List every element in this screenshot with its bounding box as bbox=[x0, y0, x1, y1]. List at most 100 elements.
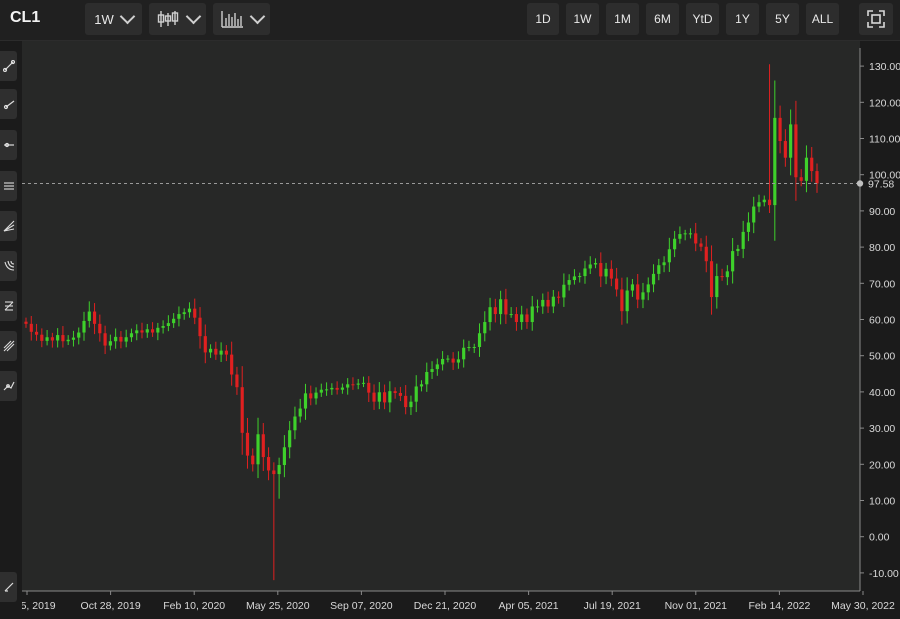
indicators-dropdown[interactable] bbox=[213, 3, 270, 35]
parallel-channel-icon bbox=[3, 182, 14, 190]
price-chart[interactable]: -10.00 0.00 10.00 20.00 30.00 40.00 50.00 60.00… bbox=[0, 41, 900, 614]
x-axis: Jul 15, 2019 Oct 28, 2019 Feb 10, 2020 May … bbox=[0, 591, 895, 612]
candle-body bbox=[462, 347, 466, 360]
range-button-ytd[interactable]: YtD bbox=[686, 3, 719, 35]
candle-body bbox=[166, 323, 170, 327]
candle-body bbox=[129, 333, 134, 338]
pitchfork-icon bbox=[3, 340, 14, 352]
range-button-1y[interactable]: 1Y bbox=[726, 3, 759, 35]
y-tick-label: 30.00 bbox=[869, 423, 895, 435]
tool-edit[interactable] bbox=[0, 572, 17, 602]
y-tick-label: 90.00 bbox=[869, 206, 895, 218]
candle-body bbox=[256, 434, 260, 465]
candle-body bbox=[324, 389, 329, 391]
candle-body bbox=[736, 248, 740, 252]
tool-parallel-channel[interactable] bbox=[0, 171, 17, 201]
candle-body bbox=[804, 157, 809, 181]
candle-body bbox=[615, 278, 619, 290]
candle-body bbox=[235, 374, 239, 388]
candle-body bbox=[398, 392, 402, 396]
tool-horizontal-line[interactable] bbox=[0, 130, 17, 160]
range-button-1d[interactable]: 1D bbox=[527, 3, 559, 35]
candle-body bbox=[172, 318, 176, 324]
candle-body bbox=[187, 308, 192, 313]
candle-body bbox=[82, 320, 86, 333]
candle-body bbox=[150, 329, 155, 333]
candle-body bbox=[472, 347, 476, 349]
candle-body bbox=[372, 392, 376, 402]
x-tick-label: May 25, 2020 bbox=[246, 600, 310, 612]
symbol-label: CL1 bbox=[10, 9, 41, 26]
chevron-down-icon bbox=[185, 8, 202, 25]
candle-body bbox=[203, 336, 207, 353]
candle-body bbox=[335, 387, 339, 390]
candle-body bbox=[240, 387, 244, 433]
candle-body bbox=[245, 432, 250, 456]
candle-body bbox=[673, 238, 677, 250]
candle-body bbox=[414, 386, 418, 402]
tool-fib-fan[interactable] bbox=[0, 211, 17, 241]
candle-body bbox=[583, 268, 587, 277]
fullscreen-button[interactable] bbox=[859, 3, 893, 35]
candle-body bbox=[435, 364, 439, 370]
candle-body bbox=[667, 249, 671, 263]
candle-body bbox=[66, 339, 70, 342]
candle-body bbox=[578, 276, 582, 278]
candle-body bbox=[219, 350, 223, 355]
candle-body bbox=[145, 329, 149, 333]
candle-body bbox=[709, 261, 714, 298]
candle-body bbox=[441, 358, 445, 365]
candle-body bbox=[731, 251, 735, 272]
tool-trend-line[interactable] bbox=[0, 51, 17, 81]
tool-pitchfork[interactable] bbox=[0, 331, 17, 361]
x-tick-label: Apr 05, 2021 bbox=[499, 600, 559, 612]
candle-body bbox=[309, 393, 313, 399]
candle-body bbox=[330, 387, 334, 390]
candle-body bbox=[699, 243, 703, 247]
candlestick-icon bbox=[157, 11, 179, 27]
candle-body bbox=[593, 263, 598, 265]
candle-body bbox=[314, 392, 318, 399]
candle-body bbox=[430, 369, 434, 372]
interval-label: 1W bbox=[94, 11, 114, 27]
candle-body bbox=[388, 391, 392, 403]
candle-body bbox=[367, 382, 371, 393]
y-tick-label: 60.00 bbox=[869, 315, 895, 327]
candle-body bbox=[704, 246, 708, 262]
candle-body bbox=[40, 334, 44, 341]
candle-body bbox=[230, 354, 234, 375]
candle-body bbox=[272, 470, 276, 475]
candle-body bbox=[114, 336, 118, 342]
tool-path[interactable] bbox=[0, 371, 17, 401]
x-tick-label: Jul 19, 2021 bbox=[584, 600, 641, 612]
candle-body bbox=[725, 271, 729, 278]
range-button-1w[interactable]: 1W bbox=[566, 3, 599, 35]
tool-fib-arc[interactable] bbox=[0, 251, 17, 281]
candle-body bbox=[567, 280, 571, 285]
plot-background bbox=[22, 41, 860, 591]
chart-style-dropdown[interactable] bbox=[149, 3, 206, 35]
candle-body bbox=[499, 299, 503, 315]
chart-area[interactable]: -10.00 0.00 10.00 20.00 30.00 40.00 50.00 60.00… bbox=[0, 41, 900, 619]
candle-body bbox=[177, 314, 181, 319]
candle-body bbox=[456, 359, 460, 363]
range-button-1m[interactable]: 1M bbox=[606, 3, 639, 35]
candle-body bbox=[520, 314, 524, 323]
candle-body bbox=[61, 335, 65, 342]
range-button-6m[interactable]: 6M bbox=[646, 3, 679, 35]
candle-body bbox=[810, 157, 814, 172]
candle-body bbox=[509, 314, 513, 316]
range-button-all[interactable]: ALL bbox=[806, 3, 839, 35]
candle-body bbox=[224, 350, 228, 355]
tool-ray[interactable] bbox=[0, 89, 17, 119]
candle-body bbox=[409, 401, 413, 408]
candles-group bbox=[24, 64, 819, 581]
candle-body bbox=[599, 263, 603, 277]
tool-fib-retracement[interactable] bbox=[0, 291, 17, 321]
candle-body bbox=[530, 306, 534, 323]
fib-retracement-icon bbox=[4, 301, 13, 311]
candle-body bbox=[477, 333, 482, 348]
interval-dropdown[interactable]: 1W bbox=[85, 3, 142, 35]
candle-body bbox=[609, 268, 613, 279]
range-button-5y[interactable]: 5Y bbox=[766, 3, 799, 35]
